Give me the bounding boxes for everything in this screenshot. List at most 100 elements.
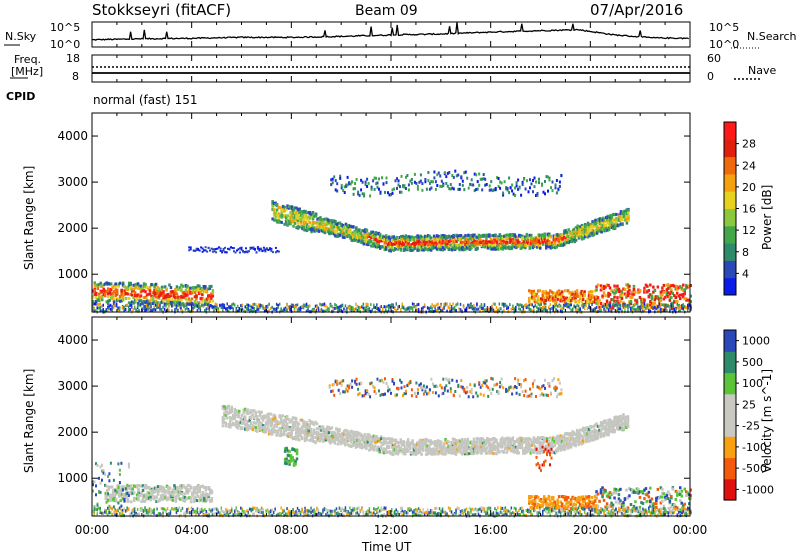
- power-cell: [407, 183, 410, 187]
- power-cell: [136, 293, 140, 297]
- power-cell: [112, 290, 116, 294]
- power-cell: [107, 292, 110, 296]
- power-cell: [549, 235, 552, 239]
- power-cell: [388, 236, 391, 240]
- power-cell: [320, 226, 324, 229]
- power-cell: [301, 216, 304, 220]
- power-cell: [488, 184, 491, 188]
- power-cell: [268, 302, 270, 306]
- power-cell: [361, 239, 364, 243]
- power-cell: [404, 236, 407, 240]
- power-cell: [646, 304, 649, 308]
- power-cell: [473, 304, 475, 308]
- power-cell: [456, 234, 460, 238]
- power-cell: [290, 212, 294, 216]
- power-cell: [302, 223, 306, 226]
- power-cell: [304, 303, 306, 307]
- power-cell: [295, 210, 298, 214]
- power-cell: [107, 287, 110, 291]
- power-cell: [172, 291, 176, 294]
- power-cell: [420, 242, 424, 246]
- power-cell: [423, 240, 427, 244]
- power-cell: [105, 290, 108, 293]
- power-cell: [429, 305, 432, 309]
- power-cell: [208, 294, 212, 298]
- power-cell: [322, 230, 325, 234]
- power-cell: [383, 241, 386, 245]
- power-cell: [446, 240, 449, 244]
- power-cell: [361, 237, 364, 241]
- power-cell: [417, 248, 421, 252]
- velocity-heatmap: [91, 316, 692, 518]
- power-cell: [96, 303, 98, 306]
- power-cell: [383, 248, 386, 252]
- power-cell: [346, 232, 349, 236]
- power-cell: [104, 289, 107, 293]
- power-cell: [410, 245, 413, 249]
- power-cell: [154, 299, 158, 303]
- power-cell: [350, 308, 353, 312]
- power-cell: [410, 248, 413, 252]
- power-cell: [355, 236, 358, 239]
- power-cell: [537, 307, 539, 311]
- power-cell: [180, 289, 183, 293]
- velocity-cell: [254, 426, 257, 430]
- power-cell: [160, 285, 164, 289]
- power-cell: [271, 251, 274, 254]
- power-cell: [123, 289, 126, 293]
- power-cell: [455, 308, 457, 312]
- power-cell: [150, 297, 153, 300]
- power-cell: [293, 304, 296, 308]
- power-cell: [674, 296, 678, 299]
- power-cell: [286, 303, 288, 307]
- power-cell: [368, 232, 372, 236]
- power-cell: [370, 185, 373, 189]
- power-cell: [313, 221, 316, 225]
- power-cell: [202, 285, 206, 288]
- power-cell: [413, 239, 416, 242]
- power-cell: [174, 299, 177, 303]
- power-cell: [371, 308, 374, 312]
- power-cell: [554, 302, 556, 306]
- power-cell: [277, 212, 280, 216]
- power-cell: [502, 191, 505, 195]
- power-cell: [373, 244, 376, 248]
- power-cell: [329, 304, 332, 308]
- power-cell: [351, 180, 354, 184]
- power-cell: [635, 300, 639, 304]
- power-cell: [417, 242, 421, 246]
- power-cell: [544, 192, 546, 196]
- power-cell: [395, 241, 398, 245]
- velocity-cell: [380, 445, 383, 449]
- power-cell: [328, 219, 331, 223]
- power-cell: [202, 289, 206, 293]
- power-cell: [401, 240, 404, 244]
- power-cell: [343, 236, 346, 239]
- power-cell: [383, 237, 386, 241]
- power-cell: [198, 287, 201, 291]
- power-cell: [420, 307, 423, 311]
- power-cell: [341, 304, 344, 308]
- power-cell: [594, 307, 596, 311]
- power-cell: [592, 232, 596, 236]
- power-cell: [295, 214, 298, 218]
- power-cell: [274, 307, 276, 311]
- power-cell: [308, 211, 312, 215]
- power-cell: [622, 304, 625, 308]
- power-cell: [415, 181, 418, 185]
- power-cell: [360, 188, 363, 192]
- power-cell: [280, 208, 283, 212]
- power-cell: [333, 175, 336, 179]
- power-cell: [375, 176, 378, 180]
- power-cell: [440, 242, 443, 246]
- power-cell: [154, 292, 158, 296]
- power-cell: [358, 231, 361, 234]
- power-cell: [574, 238, 578, 242]
- power-cell: [440, 238, 443, 242]
- power-cell: [302, 210, 306, 214]
- power-cell: [201, 288, 204, 292]
- power-cell: [372, 179, 375, 183]
- power-cell: [295, 305, 297, 309]
- power-cell: [289, 205, 292, 209]
- power-cell: [129, 286, 132, 290]
